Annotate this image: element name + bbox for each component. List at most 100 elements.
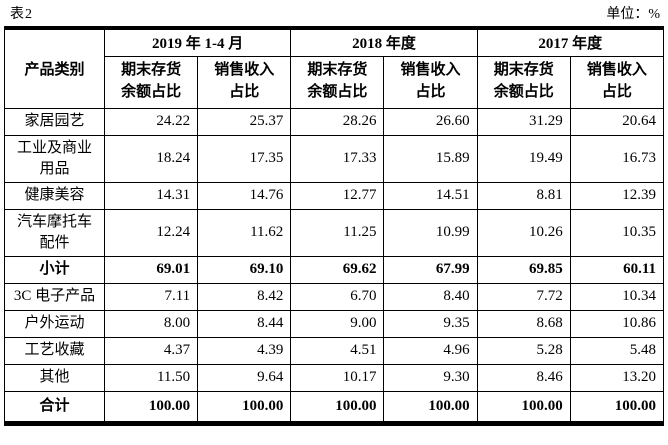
category-cell: 工业及商业 用品: [4, 134, 105, 183]
value-cell: 4.37: [103, 336, 199, 365]
document-page: 表2 单位：% 产品类别 2019 年 1-4 月 2018 年度 2017 年…: [4, 2, 665, 426]
value-cell: 12.39: [569, 181, 665, 210]
value-cell: 100.00: [476, 390, 571, 421]
value-cell: 17.35: [197, 134, 292, 183]
value-cell: 5.28: [476, 336, 571, 365]
value-cell: 60.11: [569, 255, 665, 284]
value-cell: 20.64: [569, 107, 665, 136]
value-cell: 8.44: [197, 309, 292, 338]
header-2019-inventory-ratio: 期末存货 余额占比: [103, 55, 199, 109]
table-row: 合计 100.00 100.00 100.00 100.00 100.00 100.00: [4, 390, 665, 421]
value-cell: 69.62: [290, 255, 385, 284]
category-cell: 家居园艺: [4, 107, 105, 136]
header-2017-revenue-ratio: 销售收入 占比: [569, 55, 665, 109]
header-2018-revenue-ratio: 销售收入 占比: [383, 55, 478, 109]
value-cell: 9.64: [197, 363, 292, 392]
table-row: 工业及商业 用品 18.24 17.35 17.33 15.89 19.49 16.73: [4, 134, 665, 183]
category-cell: 工艺收藏: [4, 336, 105, 365]
value-cell: 24.22: [103, 107, 199, 136]
value-cell: 100.00: [383, 390, 478, 421]
subheader-row: 期末存货 余额占比 销售收入 占比 期末存货 余额占比 销售收入 占比 期末存货…: [5, 55, 665, 109]
value-cell: 26.60: [383, 107, 478, 136]
value-cell: 100.00: [103, 390, 199, 421]
value-cell: 11.25: [290, 208, 385, 257]
period-header-row: 产品类别 2019 年 1-4 月 2018 年度 2017 年度: [4, 30, 665, 109]
value-cell: 6.70: [290, 282, 385, 311]
category-cell: 户外运动: [4, 309, 105, 338]
value-cell: 7.11: [103, 282, 199, 311]
value-cell: 8.42: [197, 282, 292, 311]
header-period-2019: 2019 年 1-4 月: [103, 30, 292, 57]
table-row: 健康美容 14.31 14.76 12.77 14.51 8.81 12.39: [4, 181, 665, 210]
value-cell: 67.99: [383, 255, 478, 284]
table-body: 家居园艺 24.22 25.37 28.26 26.60 31.29 20.64 工业及商业 …: [4, 107, 665, 421]
value-cell: 10.99: [383, 208, 478, 257]
value-cell: 8.46: [476, 363, 571, 392]
value-cell: 25.37: [197, 107, 292, 136]
value-cell: 15.89: [383, 134, 478, 183]
value-cell: 10.17: [290, 363, 385, 392]
header-period-2017: 2017 年度: [476, 30, 665, 57]
value-cell: 69.85: [476, 255, 571, 284]
header-period-2018: 2018 年度: [290, 30, 478, 57]
value-cell: 9.35: [383, 309, 478, 338]
table-row: 3C 电子产品 7.11 8.42 6.70 8.40 7.72 10.34: [4, 282, 665, 311]
table-row: 家居园艺 24.22 25.37 28.26 26.60 31.29 20.64: [4, 107, 665, 136]
value-cell: 14.51: [383, 181, 478, 210]
header-2017-inventory-ratio: 期末存货 余额占比: [476, 55, 571, 109]
table-caption-row: 表2 单位：%: [4, 2, 664, 26]
table-row: 户外运动 8.00 8.44 9.00 9.35 8.68 10.86: [4, 309, 665, 338]
category-cell: 健康美容: [4, 181, 105, 210]
value-cell: 10.35: [569, 208, 665, 257]
value-cell: 28.26: [290, 107, 385, 136]
value-cell: 100.00: [197, 390, 292, 421]
table-row: 小计 69.01 69.10 69.62 67.99 69.85 60.11: [4, 255, 665, 284]
value-cell: 10.26: [476, 208, 571, 257]
value-cell: 8.68: [476, 309, 571, 338]
value-cell: 17.33: [290, 134, 385, 183]
value-cell: 14.76: [197, 181, 292, 210]
value-cell: 4.39: [197, 336, 292, 365]
table-row: 工艺收藏 4.37 4.39 4.51 4.96 5.28 5.48: [4, 336, 665, 365]
value-cell: 9.30: [383, 363, 478, 392]
value-cell: 69.10: [197, 255, 292, 284]
value-cell: 10.34: [569, 282, 665, 311]
value-cell: 11.62: [197, 208, 292, 257]
value-cell: 69.01: [103, 255, 199, 284]
value-cell: 8.81: [476, 181, 571, 210]
value-cell: 100.00: [290, 390, 385, 421]
inventory-revenue-table: 产品类别 2019 年 1-4 月 2018 年度 2017 年度 期末存货 余…: [4, 30, 665, 421]
value-cell: 9.00: [290, 309, 385, 338]
category-cell: 小计: [4, 255, 105, 284]
value-cell: 12.77: [290, 181, 385, 210]
table-row: 其他 11.50 9.64 10.17 9.30 8.46 13.20: [4, 363, 665, 392]
value-cell: 11.50: [103, 363, 199, 392]
value-cell: 12.24: [103, 208, 199, 257]
table-label: 表2: [10, 7, 33, 22]
value-cell: 10.86: [569, 309, 665, 338]
table-header: 产品类别 2019 年 1-4 月 2018 年度 2017 年度 期末存货 余…: [4, 30, 665, 109]
value-cell: 19.49: [476, 134, 571, 183]
table-top-rule: [4, 26, 664, 30]
value-cell: 4.96: [383, 336, 478, 365]
category-cell: 合计: [4, 390, 105, 421]
unit-label: 单位：%: [606, 7, 660, 22]
value-cell: 5.48: [569, 336, 665, 365]
header-2018-inventory-ratio: 期末存货 余额占比: [290, 55, 385, 109]
value-cell: 8.40: [383, 282, 478, 311]
category-cell: 3C 电子产品: [4, 282, 105, 311]
category-cell: 其他: [4, 363, 105, 392]
value-cell: 7.72: [476, 282, 571, 311]
value-cell: 100.00: [569, 390, 665, 421]
category-cell: 汽车摩托车 配件: [4, 208, 105, 257]
header-2019-revenue-ratio: 销售收入 占比: [197, 55, 292, 109]
value-cell: 18.24: [103, 134, 199, 183]
value-cell: 4.51: [290, 336, 385, 365]
table-bottom-rule: [4, 421, 664, 426]
value-cell: 31.29: [476, 107, 571, 136]
value-cell: 16.73: [569, 134, 665, 183]
value-cell: 14.31: [103, 181, 199, 210]
table-row: 汽车摩托车 配件 12.24 11.62 11.25 10.99 10.26 10.35: [4, 208, 665, 257]
header-product-category: 产品类别: [4, 30, 105, 109]
value-cell: 13.20: [569, 363, 665, 392]
